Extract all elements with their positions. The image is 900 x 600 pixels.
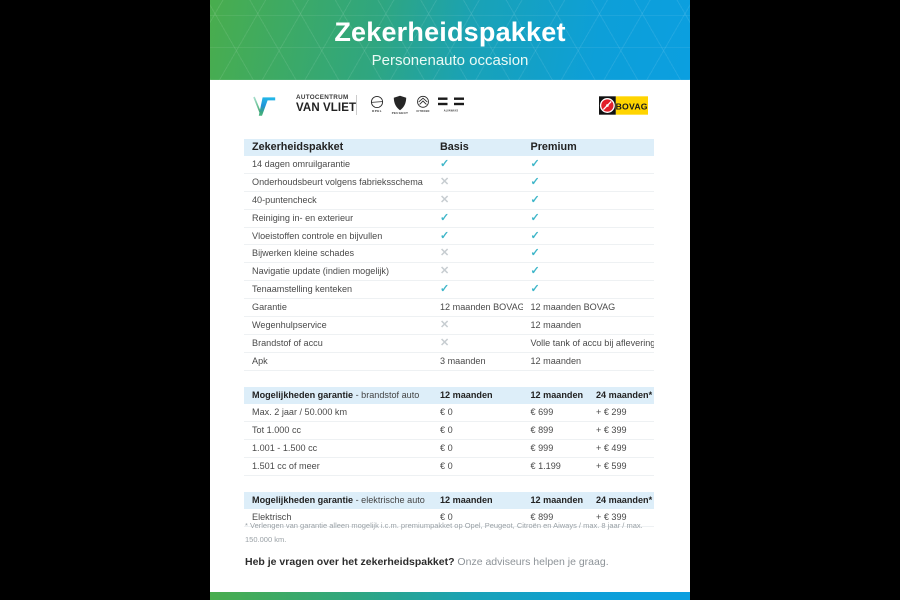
svg-text:PEUGEOT: PEUGEOT bbox=[392, 111, 408, 115]
svg-text:OPEL: OPEL bbox=[372, 109, 382, 113]
svg-text:BOVAG: BOVAG bbox=[616, 102, 648, 112]
svg-text:CITROEN: CITROEN bbox=[416, 110, 429, 113]
svg-text:ALVAWAYS: ALVAWAYS bbox=[444, 110, 459, 113]
